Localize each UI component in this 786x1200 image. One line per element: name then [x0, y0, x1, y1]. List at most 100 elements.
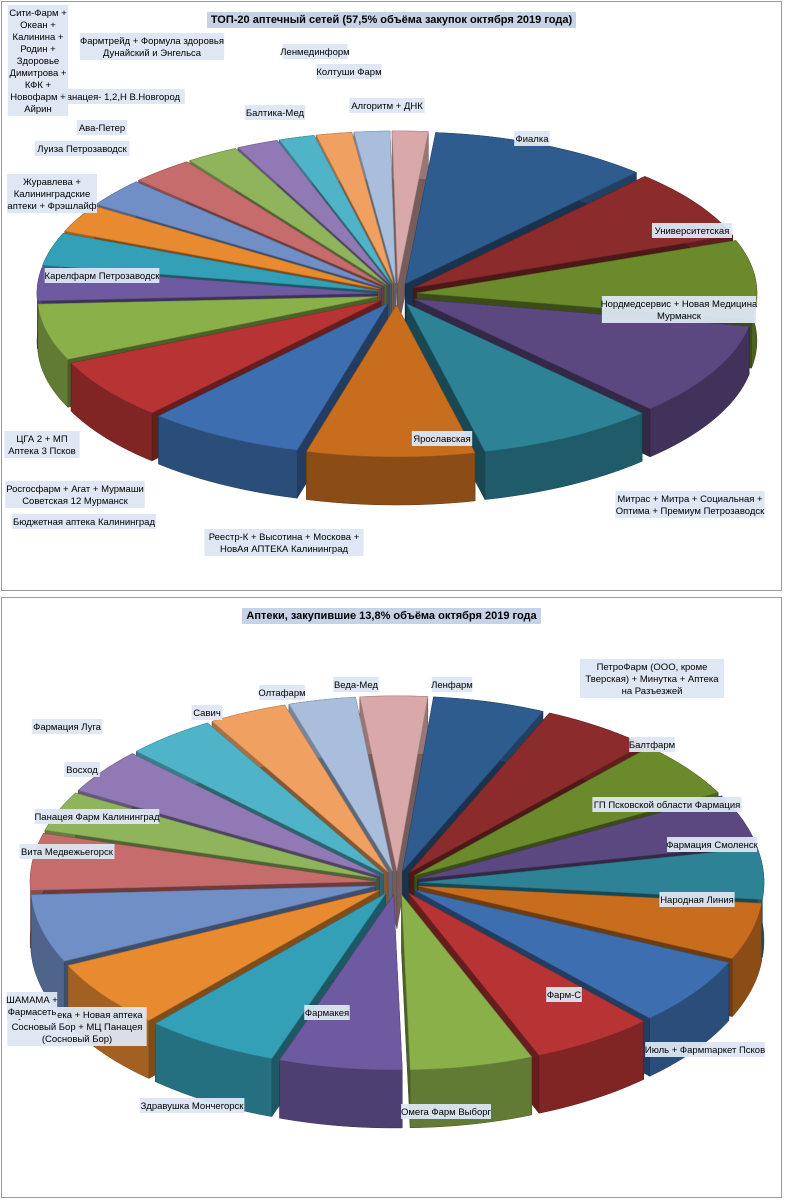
slice-label: Фармация Луга: [31, 719, 103, 734]
svg-text:Тверская) + Минутка + Аптека: Тверская) + Минутка + Аптека: [585, 674, 719, 685]
slice-label: Фиалка: [514, 131, 550, 146]
svg-text:Восход: Восход: [66, 765, 98, 776]
svg-text:Советская 12 Мурманск: Советская 12 Мурманск: [22, 496, 128, 507]
slice-label: Реестр-К + Высотина + Москова +НовАя АПТ…: [204, 529, 364, 556]
svg-text:Омега Фарм Выборг: Омега Фарм Выборг: [401, 1107, 492, 1118]
svg-text:Калининградские: Калининградские: [14, 189, 91, 200]
svg-text:Здоровье: Здоровье: [17, 56, 59, 67]
slice-label: Ава-Петер: [76, 120, 128, 135]
svg-text:Панацея- 1,2,Н В.Новгород: Панацея- 1,2,Н В.Новгород: [60, 92, 181, 103]
svg-text:Супер Аптека + Новая аптека: Супер Аптека + Новая аптека: [11, 1010, 143, 1021]
slice-label: Сити-Фарм +Океан +Калинина +Родин +Здоро…: [7, 5, 69, 116]
svg-text:ЦГА 2 + МП: ЦГА 2 + МП: [16, 434, 68, 445]
svg-text:НовАя АПТЕКА Калининград: НовАя АПТЕКА Калининград: [220, 544, 349, 555]
svg-text:КФК +: КФК +: [25, 80, 52, 91]
slice-label: Митрас + Митра + Социальная +Оптима + Пр…: [615, 491, 765, 518]
svg-text:Родин +: Родин +: [20, 44, 56, 55]
svg-text:Бюджетная аптека Калининград: Бюджетная аптека Калининград: [13, 517, 155, 528]
svg-text:Митрас + Митра + Социальная +: Митрас + Митра + Социальная +: [617, 494, 763, 505]
slice-label: Омега Фарм Выборг: [401, 1104, 492, 1119]
svg-text:Фиалка: Фиалка: [515, 134, 549, 145]
slice-label: Ленфарм: [431, 677, 473, 692]
svg-text:Мурманск: Мурманск: [657, 311, 702, 322]
svg-text:Фармация Луга: Фармация Луга: [33, 722, 101, 733]
svg-text:Новофарм +: Новофарм +: [10, 92, 66, 103]
svg-text:Сосновый Бор + МЦ Панацея: Сосновый Бор + МЦ Панацея: [12, 1022, 143, 1033]
slice-label: Карелфарм Петрозаводск: [45, 268, 161, 283]
chart-title-text: Аптеки, закупившие 13,8% объёма октября …: [242, 608, 541, 624]
svg-text:Журавлева +: Журавлева +: [23, 177, 81, 188]
svg-text:Димитрова +: Димитрова +: [10, 68, 67, 79]
slice-label: Фармация Смоленск: [666, 837, 759, 852]
svg-text:Ава-Петер: Ава-Петер: [79, 123, 125, 134]
svg-text:Оптима + Премиум Петрозаводск: Оптима + Премиум Петрозаводск: [616, 506, 765, 517]
slice-label: Веда-Мед: [333, 677, 379, 692]
slice-label: Университетская: [651, 223, 733, 238]
svg-text:Народная Линия: Народная Линия: [660, 895, 734, 906]
svg-text:ГП Псковской области Фармация: ГП Псковской области Фармация: [594, 800, 741, 811]
svg-text:Панацея Фарм Калининград: Панацея Фарм Калининград: [34, 812, 160, 823]
svg-text:Балтфарм: Балтфарм: [629, 740, 675, 751]
svg-text:Здравушка Мончегорск: Здравушка Мончегорск: [141, 1101, 245, 1112]
svg-text:Колтуши Фарм: Колтуши Фарм: [316, 67, 381, 78]
slice-label: Июль + Фармmаркет Псков: [645, 1042, 765, 1057]
slice-label: Алгоритм + ДНК: [349, 98, 425, 113]
slice-label: Ярославская: [411, 431, 473, 446]
svg-text:Океан +: Океан +: [20, 20, 56, 31]
chart-panel-top: ТОП-20 аптечный сетей (57,5% объёма заку…: [1, 1, 782, 591]
svg-text:на Разъезжей: на Разъезжей: [622, 686, 683, 697]
slice-label: Балтфарм: [629, 737, 675, 752]
svg-text:Айрин: Айрин: [24, 104, 51, 115]
svg-text:Сити-Фарм +: Сити-Фарм +: [9, 8, 67, 19]
slice-label: Савич: [191, 705, 223, 720]
slice-label: Луиза Петрозаводск: [34, 141, 130, 156]
svg-text:Нордмедсервис + Новая Медицина: Нордмедсервис + Новая Медицина: [601, 299, 758, 310]
svg-text:Дунайский и Энгельса: Дунайский и Энгельса: [103, 48, 202, 59]
slice-label: Фарм-С: [546, 987, 582, 1002]
svg-text:Савич: Савич: [193, 708, 221, 719]
svg-text:ПетроФарм (ООО, кроме: ПетроФарм (ООО, кроме: [597, 662, 708, 673]
svg-text:Аптека 3 Псков: Аптека 3 Псков: [8, 446, 75, 457]
slice-label: Народная Линия: [659, 892, 735, 907]
svg-text:Балтика-Мед: Балтика-Мед: [246, 108, 305, 119]
chart-title-text: ТОП-20 аптечный сетей (57,5% объёма заку…: [206, 12, 577, 28]
svg-text:Ленмединформ: Ленмединформ: [280, 47, 349, 58]
svg-text:Фармтрейд + Формула здоровья: Фармтрейд + Формула здоровья: [80, 36, 224, 47]
svg-text:Ленфарм: Ленфарм: [431, 680, 473, 691]
slice-label: Здравушка Мончегорск: [139, 1098, 245, 1113]
slice-label: ГП Псковской области Фармация: [592, 797, 742, 812]
slice-label: Ленмединформ: [280, 44, 350, 59]
svg-text:Университетская: Университетская: [655, 226, 730, 237]
svg-text:Вита Медвежьегорск: Вита Медвежьегорск: [21, 847, 114, 858]
svg-text:Реестр-К + Высотина + Москова: Реестр-К + Высотина + Москова +: [209, 532, 360, 543]
chart-panel-bottom: Аптеки, закупившие 13,8% объёма октября …: [1, 597, 782, 1198]
slice-label: Колтуши Фарм: [316, 64, 382, 79]
slice-label: Бюджетная аптека Калининград: [11, 514, 157, 529]
svg-text:Фармация Смоленск: Фармация Смоленск: [666, 840, 758, 851]
svg-text:Росгосфарм + Агат + Мурмаши: Росгосфарм + Агат + Мурмаши: [6, 484, 144, 495]
svg-text:Ярославская: Ярославская: [413, 434, 471, 445]
svg-text:аптеки + Фрэшлайф: аптеки + Фрэшлайф: [7, 201, 96, 212]
svg-text:Веда-Мед: Веда-Мед: [334, 680, 378, 691]
pie-chart-top: Фиалка Университетская Нордмедсервис + Нов…: [4, 5, 765, 556]
svg-text:Карелфарм Петрозаводск: Карелфарм Петрозаводск: [45, 271, 161, 282]
svg-text:Фармакея: Фармакея: [305, 1008, 349, 1019]
chart-title: ТОП-20 аптечный сетей (57,5% объёма заку…: [2, 10, 781, 28]
svg-text:Олтафарм: Олтафарм: [258, 688, 305, 699]
slice-label: Балтика-Мед: [244, 105, 306, 120]
slice-label: Панацея- 1,2,Н В.Новгород: [55, 89, 185, 104]
slice-label: Вита Медвежьегорск: [19, 844, 115, 859]
svg-text:(Сосновый Бор): (Сосновый Бор): [42, 1034, 112, 1045]
svg-text:Фарм-С: Фарм-С: [547, 990, 581, 1001]
slice-label: ШАМАМА +Фармасеть: [6, 992, 58, 1019]
slice-label: Олтафарм: [258, 685, 306, 700]
slice-label: Восход: [64, 762, 100, 777]
